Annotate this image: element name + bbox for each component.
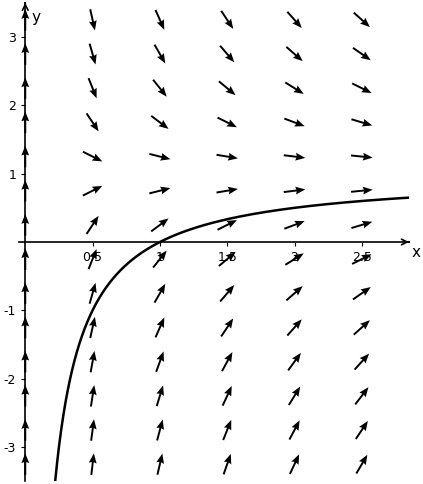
Text: x: x xyxy=(412,245,420,260)
Text: y: y xyxy=(32,10,41,25)
